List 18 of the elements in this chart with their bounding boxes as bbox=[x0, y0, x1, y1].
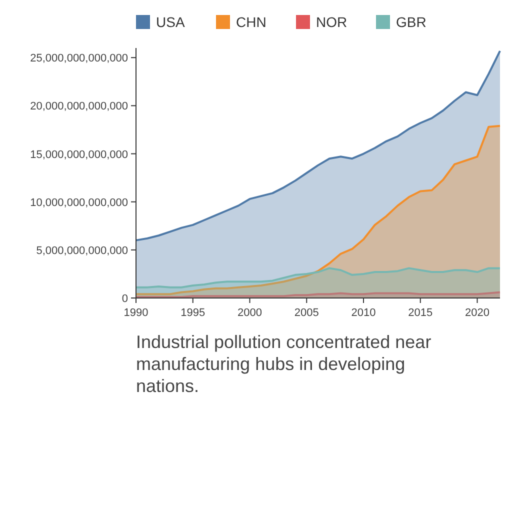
legend-label: CHN bbox=[236, 14, 266, 30]
y-tick-label: 20,000,000,000,000 bbox=[30, 100, 128, 113]
y-tick-label: 5,000,000,000,000 bbox=[36, 244, 128, 257]
text: Industrial pollution concentrated near manufacturing hubs in developing nations. bbox=[136, 332, 432, 396]
legend-label: GBR bbox=[396, 14, 426, 30]
x-tick-label: 2005 bbox=[294, 307, 319, 319]
x-tick-label: 2010 bbox=[351, 307, 376, 319]
x-tick-label: 2015 bbox=[408, 307, 433, 319]
legend-label: NOR bbox=[316, 14, 348, 30]
legend-label: USA bbox=[156, 14, 186, 30]
y-tick-label: 10,000,000,000,000 bbox=[30, 196, 128, 209]
y-tick-label: 15,000,000,000,000 bbox=[30, 148, 128, 161]
y-tick-label: 25,000,000,000,000 bbox=[30, 52, 128, 65]
x-tick-label: 2000 bbox=[238, 307, 262, 319]
x-tick-label: 1995 bbox=[180, 307, 206, 319]
x-tick-label: 1990 bbox=[124, 307, 148, 319]
x-tick-label: 2020 bbox=[465, 307, 490, 319]
y-tick-label: 0 bbox=[122, 293, 128, 305]
